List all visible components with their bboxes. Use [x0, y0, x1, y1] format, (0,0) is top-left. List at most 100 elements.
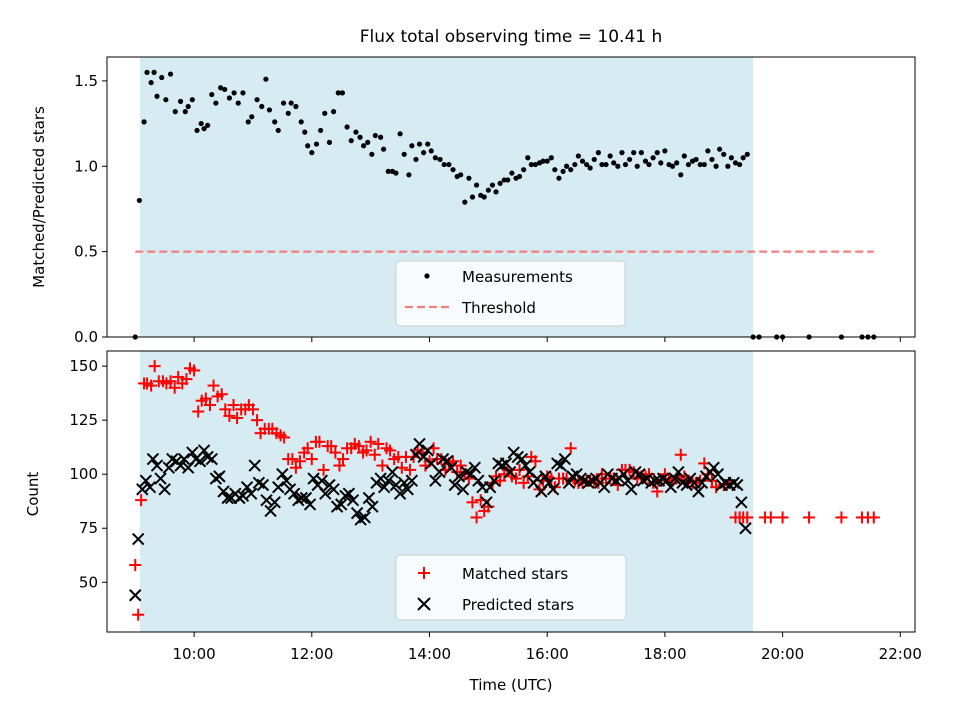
predicted-star-stroke — [483, 480, 497, 494]
measurement-point — [397, 131, 403, 137]
matched-star-marker — [674, 448, 687, 461]
measurement-point — [305, 143, 311, 149]
measurement-point — [416, 141, 423, 147]
predicted-star-marker — [158, 483, 171, 496]
predicted-star-marker — [680, 478, 693, 492]
predicted-star-marker — [386, 465, 399, 479]
measurement-point — [194, 127, 200, 134]
measurement-point — [372, 132, 378, 139]
matched-star-marker — [470, 511, 483, 524]
x-tick-label: 20:00 — [761, 645, 804, 663]
predicted-star-stroke — [186, 446, 199, 459]
predicted-star-marker — [264, 504, 277, 518]
predicted-star-stroke — [217, 485, 230, 498]
predicted-star-stroke — [280, 474, 293, 487]
measurement-point — [378, 134, 384, 140]
measurement-point — [322, 110, 328, 116]
x-axis-label: Time (UTC) — [469, 676, 553, 694]
predicted-star-stroke — [197, 444, 211, 457]
predicted-star-stroke — [413, 437, 426, 451]
measurement-point — [732, 160, 739, 166]
measurement-point — [339, 90, 345, 96]
matched-star-marker — [451, 466, 464, 479]
predicted-star-stroke — [129, 589, 142, 602]
measurement-point — [385, 168, 391, 174]
measurement-point — [326, 139, 333, 145]
matched-star-marker — [207, 379, 220, 392]
threshold-legend-label: Threshold — [461, 299, 536, 317]
top-x-ticks — [193, 337, 901, 342]
measurement-point — [330, 109, 337, 115]
x-tick-label: 10:00 — [172, 645, 215, 663]
x-tick-label: 22:00 — [879, 645, 922, 663]
predicted-star-stroke — [707, 461, 720, 474]
predicted-star-stroke — [401, 483, 414, 496]
predicted-star-marker — [327, 483, 340, 496]
matched-star-marker — [360, 444, 373, 457]
matched-star-marker — [251, 414, 264, 427]
measurement-point — [572, 161, 578, 168]
measurement-point — [226, 95, 233, 101]
predicted-star-stroke — [558, 452, 572, 466]
measurement-point — [481, 194, 487, 200]
measurement-point — [615, 163, 621, 169]
predicted-star-stroke — [499, 457, 513, 470]
measurement-point — [205, 122, 211, 128]
predicted-star-stroke — [672, 465, 685, 479]
predicted-star-stroke — [256, 478, 270, 492]
predicted-star-stroke — [201, 450, 214, 464]
predicted-star-marker — [174, 459, 187, 472]
predicted-star-marker — [377, 480, 391, 494]
matched-star-marker — [145, 379, 158, 392]
predicted-star-marker — [256, 478, 270, 492]
measurements-legend-marker — [424, 273, 430, 279]
matched-star-marker — [199, 392, 212, 405]
measurement-point — [428, 148, 434, 154]
predicted-star-stroke — [456, 483, 470, 496]
measurement-point — [357, 134, 363, 140]
measurement-point — [302, 129, 308, 135]
predicted-star-stroke — [366, 500, 379, 513]
measurement-point — [697, 161, 703, 168]
measurement-point — [245, 119, 251, 125]
predicted-star-stroke — [436, 452, 450, 466]
predicted-star-marker — [280, 474, 293, 487]
measurement-point — [285, 110, 291, 116]
predicted-star-marker — [542, 476, 556, 490]
predicted-star-marker — [503, 465, 517, 479]
predicted-star-marker — [397, 476, 411, 490]
measurement-point — [441, 161, 447, 168]
matched-star-marker — [368, 448, 381, 461]
bottom-y-tick-label: 125 — [69, 411, 98, 429]
matched-star-marker — [454, 459, 467, 472]
predicted-star-stroke — [389, 478, 403, 492]
top-panel: 0.0 0.5 1.0 1.5 Matched/Predicted stars Mea… — [30, 56, 916, 346]
measurement-point — [406, 172, 412, 178]
predicted-star-stroke — [530, 472, 544, 485]
matched-star-marker — [246, 403, 259, 416]
predicted-star-stroke — [711, 468, 725, 481]
predicted-star-stroke — [617, 468, 630, 481]
predicted-star-marker — [248, 459, 261, 472]
top-y-tick-label: 1.5 — [74, 72, 98, 90]
measurement-point — [717, 146, 723, 152]
matched-star-marker — [643, 468, 656, 481]
matched-star-marker — [803, 511, 816, 524]
matched-star-marker — [776, 511, 789, 524]
predicted-star-stroke — [472, 474, 485, 487]
predicted-star-stroke — [264, 504, 277, 518]
measurement-point — [650, 155, 656, 161]
measurement-point — [198, 120, 204, 127]
bottom-panel: 50 75 100 125 150 10:00 12:00 14:00 16:00 18:00 2… — [24, 350, 922, 694]
predicted-star-marker — [287, 487, 301, 500]
measurement-point — [259, 103, 265, 110]
predicted-star-stroke — [287, 487, 301, 500]
predicted-star-marker — [335, 498, 348, 511]
matched-star-marker — [482, 500, 495, 513]
matched-star-marker — [172, 370, 185, 383]
predicted-star-stroke — [295, 491, 308, 505]
predicted-star-stroke — [240, 480, 254, 494]
bottom-y-ticks: 50 75 100 125 150 — [69, 357, 107, 591]
matched-star-marker — [168, 381, 181, 394]
predicted-star-stroke — [299, 491, 313, 505]
